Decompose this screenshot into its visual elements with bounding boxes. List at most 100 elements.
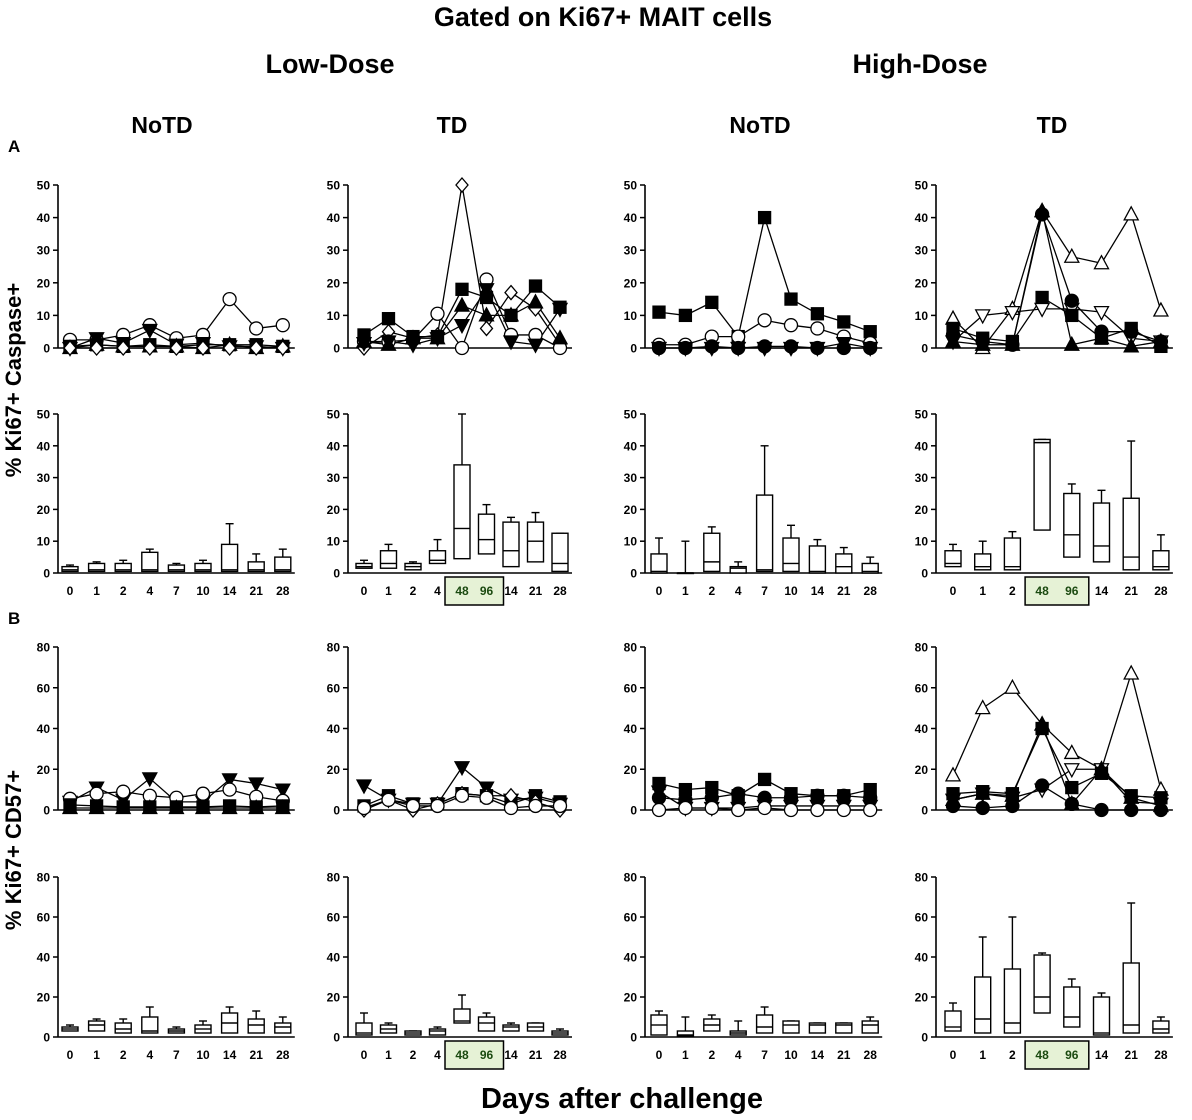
x-tick-label: 21	[837, 1048, 851, 1062]
x-tick-label: 14	[811, 1048, 825, 1062]
y-tick-label: 40	[915, 722, 929, 736]
data-point	[1093, 305, 1110, 322]
y-tick-label: 30	[327, 244, 341, 258]
chart-A-lowdose-td-lines: 0 10 20 30 40 50	[327, 177, 572, 356]
x-tick-label: 14	[811, 584, 825, 598]
y-tick-label: 60	[624, 911, 638, 925]
data-point	[380, 335, 397, 351]
data-point	[862, 341, 879, 357]
data-point	[551, 329, 569, 345]
data-point	[504, 284, 518, 301]
y-tick-label: 60	[37, 681, 51, 695]
series-line	[952, 671, 1162, 790]
y-tick-label: 10	[327, 309, 341, 323]
data-point	[1063, 335, 1080, 351]
y-tick-label: 10	[624, 309, 638, 323]
data-point	[1004, 678, 1021, 694]
figure-title: Gated on Ki67+ MAIT cells	[434, 2, 772, 32]
data-point	[784, 292, 798, 306]
data-point	[1124, 802, 1139, 818]
y-tick-label: 20	[915, 763, 929, 777]
y-tick-label: 80	[327, 871, 341, 885]
y-tick-label: 0	[43, 567, 50, 581]
data-point	[783, 318, 799, 333]
data-point	[63, 340, 77, 356]
y-tick-label: 20	[327, 763, 341, 777]
x-tick-label: 14	[223, 584, 237, 598]
panel-label-a: A	[8, 137, 20, 156]
box	[274, 1022, 292, 1034]
data-point	[1093, 760, 1110, 776]
data-point	[944, 766, 962, 782]
chart-B-lowdose-td-lines: 0 20 40 60 80	[327, 641, 572, 818]
y-tick-label: 0	[630, 342, 637, 356]
y-tick-label: 0	[921, 804, 928, 818]
y-tick-label: 10	[37, 535, 51, 549]
box	[861, 1020, 879, 1034]
data-point	[1094, 802, 1109, 818]
data-point	[863, 325, 877, 339]
data-point	[1152, 301, 1169, 317]
box	[453, 464, 471, 560]
y-tick-label: 20	[624, 991, 638, 1005]
chart-A-highdose-notd-box: 0 10 20 30 40 50 0 1 2 4 7 10 14 21 28	[624, 408, 883, 598]
column-label-lowdose-td: TD	[437, 112, 468, 138]
data-point	[837, 315, 851, 329]
chart-B-highdose-notd-lines: 0 20 40 60 80	[624, 641, 883, 818]
y-tick-label: 40	[624, 211, 638, 225]
box	[944, 550, 962, 568]
box	[650, 553, 668, 574]
box	[835, 1022, 853, 1034]
y-tick-label: 80	[624, 641, 638, 655]
data-point	[757, 800, 772, 816]
x-tick-label: 10	[196, 584, 210, 598]
box	[274, 556, 292, 573]
box	[676, 1030, 695, 1037]
y-tick-label: 50	[915, 408, 929, 422]
data-point	[1123, 337, 1140, 353]
data-point	[274, 799, 291, 815]
data-point	[731, 786, 746, 801]
box	[502, 1024, 520, 1032]
data-point	[974, 335, 991, 351]
data-point	[248, 799, 265, 815]
x-tick-label: 1	[385, 1048, 392, 1062]
x-tick-label: 96	[480, 1048, 494, 1062]
x-tick-label: 2	[1009, 1048, 1016, 1062]
x-tick-label: 1	[385, 584, 392, 598]
data-point	[863, 802, 878, 818]
data-point	[355, 779, 373, 795]
box	[453, 1008, 471, 1024]
x-tick-label: 2	[708, 584, 715, 598]
y-tick-label: 30	[915, 244, 929, 258]
y-tick-label: 20	[915, 991, 929, 1005]
box	[141, 1016, 159, 1034]
data-point	[196, 340, 210, 356]
x-tick-label: 0	[361, 1048, 368, 1062]
x-tick-label: 0	[656, 584, 663, 598]
x-tick-label: 28	[864, 584, 878, 598]
x-tick-label: 21	[529, 584, 543, 598]
box	[974, 553, 992, 571]
y-tick-label: 50	[37, 408, 51, 422]
x-tick-label: 1	[682, 1048, 689, 1062]
x-tick-label: 7	[761, 584, 768, 598]
x-tick-label: 2	[120, 584, 127, 598]
data-point	[478, 283, 495, 299]
x-tick-label: 28	[1154, 1048, 1168, 1062]
box	[835, 553, 853, 574]
y-tick-label: 20	[915, 503, 929, 517]
box	[502, 521, 520, 568]
data-point	[116, 340, 131, 356]
data-point	[453, 761, 471, 777]
data-point	[274, 783, 291, 799]
highlight-box	[444, 576, 505, 606]
column-label-highdose-td: TD	[1037, 112, 1068, 138]
box	[220, 543, 239, 573]
y-tick-label: 40	[37, 722, 51, 736]
data-point	[1004, 305, 1021, 322]
data-point	[1093, 329, 1110, 345]
data-point	[836, 802, 851, 818]
data-point	[275, 318, 290, 333]
